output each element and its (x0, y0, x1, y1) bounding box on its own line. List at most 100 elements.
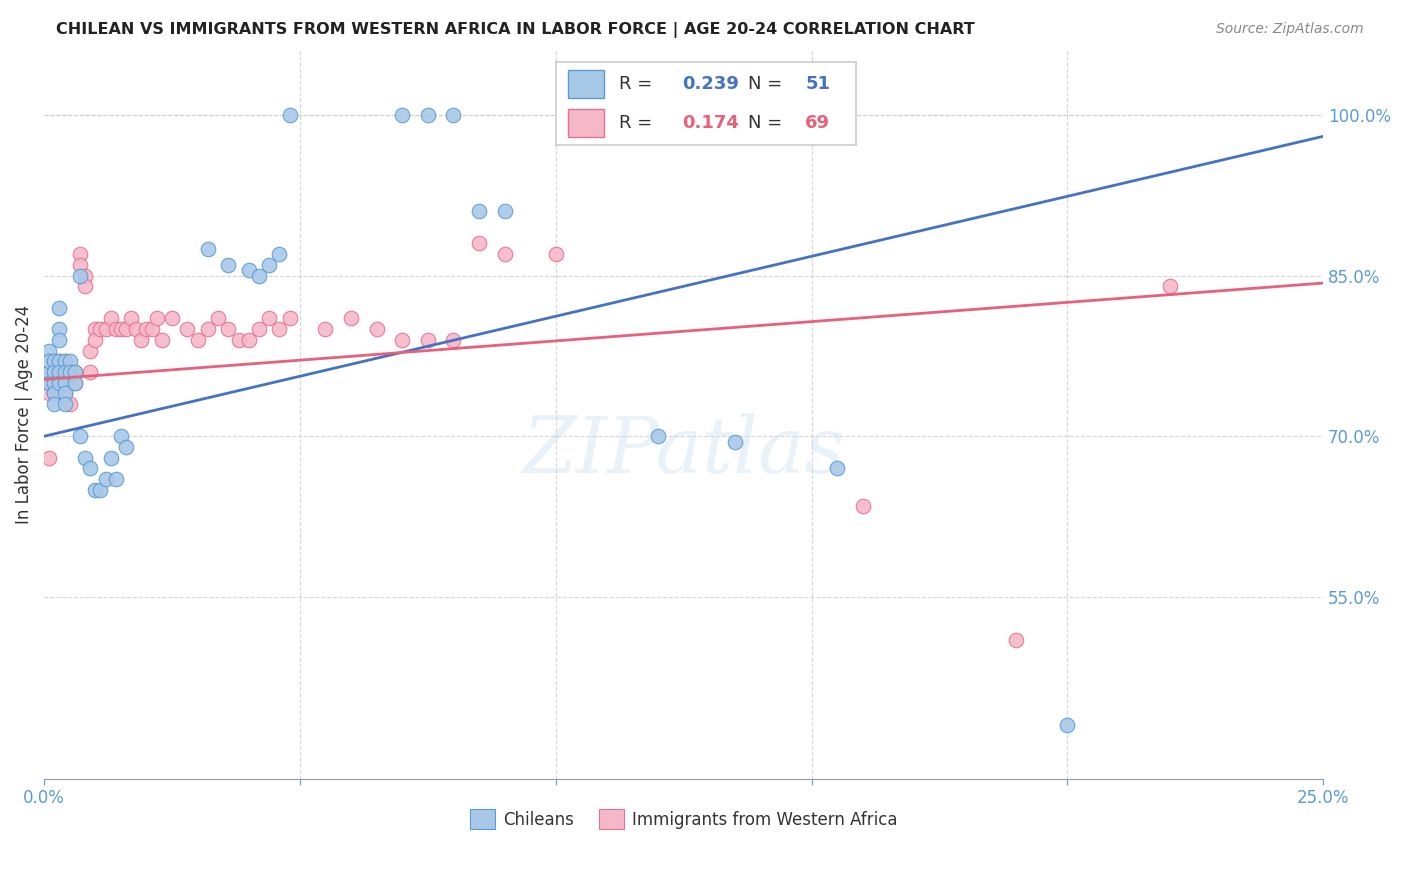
Point (48, 322, 70, 336)
Point (38, 354, 60, 368)
Point (100, 450, 122, 465)
Point (48, 386, 70, 401)
Point (38, 376, 60, 390)
Point (89, 322, 111, 336)
Point (257, 311, 280, 326)
Text: ZIPatlas: ZIPatlas (523, 413, 845, 490)
Point (84, 483, 107, 497)
Point (84, 333, 107, 347)
Point (48, 365, 70, 379)
Point (238, 263, 260, 277)
Point (38, 365, 60, 379)
Point (131, 333, 153, 347)
Point (104, 472, 127, 486)
Point (53, 365, 76, 379)
Point (366, 322, 388, 336)
Point (48, 354, 70, 368)
Point (59, 365, 82, 379)
Point (217, 258, 239, 272)
Point (44, 386, 66, 401)
Point (48, 333, 70, 347)
Point (1005, 632, 1028, 647)
Point (544, 247, 567, 261)
Legend: Chileans, Immigrants from Western Africa: Chileans, Immigrants from Western Africa (463, 803, 904, 836)
Point (48, 376, 70, 390)
Point (69, 268, 91, 283)
Point (278, 108, 301, 122)
Point (53, 376, 76, 390)
Point (79, 343, 101, 358)
Point (1159, 279, 1181, 293)
Point (104, 322, 127, 336)
Point (48, 301, 70, 315)
Point (53, 354, 76, 368)
Point (48, 365, 70, 379)
Text: Source: ZipAtlas.com: Source: ZipAtlas.com (1216, 22, 1364, 37)
Point (69, 247, 91, 261)
Point (59, 397, 82, 411)
Point (44, 376, 66, 390)
Point (53, 365, 76, 379)
Point (53, 376, 76, 390)
Point (69, 429, 91, 443)
Point (110, 429, 132, 443)
Point (494, 247, 516, 261)
Point (94, 322, 117, 336)
Point (63, 365, 86, 379)
Point (44, 354, 66, 368)
Point (852, 499, 875, 513)
Point (176, 322, 198, 336)
Point (468, 204, 491, 219)
Point (115, 322, 138, 336)
Point (724, 434, 747, 449)
Point (257, 258, 280, 272)
Point (38, 365, 60, 379)
Point (53, 386, 76, 401)
Point (278, 311, 301, 326)
Point (207, 311, 229, 326)
Point (145, 311, 167, 326)
Point (340, 311, 363, 326)
Point (48, 354, 70, 368)
Point (38, 386, 60, 401)
Point (48, 376, 70, 390)
Point (315, 322, 337, 336)
Point (141, 322, 163, 336)
Point (228, 333, 250, 347)
Point (38, 376, 60, 390)
Point (247, 268, 270, 283)
Point (269, 322, 291, 336)
Point (125, 322, 148, 336)
Point (468, 236, 491, 251)
Point (48, 365, 70, 379)
Point (197, 322, 219, 336)
Point (441, 108, 464, 122)
Point (110, 322, 132, 336)
Point (247, 322, 270, 336)
Point (44, 365, 66, 379)
Point (120, 311, 142, 326)
Point (53, 354, 76, 368)
Point (269, 247, 291, 261)
Point (115, 440, 138, 454)
Point (94, 472, 117, 486)
Point (160, 311, 183, 326)
Point (416, 108, 439, 122)
Point (79, 461, 101, 475)
Point (84, 322, 107, 336)
Point (63, 376, 86, 390)
Point (187, 333, 209, 347)
Point (38, 365, 60, 379)
Text: CHILEAN VS IMMIGRANTS FROM WESTERN AFRICA IN LABOR FORCE | AGE 20-24 CORRELATION: CHILEAN VS IMMIGRANTS FROM WESTERN AFRIC… (56, 22, 974, 38)
Point (69, 258, 91, 272)
Point (441, 333, 464, 347)
Point (53, 397, 76, 411)
Point (53, 386, 76, 401)
Point (59, 365, 82, 379)
Point (1056, 718, 1078, 732)
Point (391, 108, 413, 122)
Point (494, 204, 516, 219)
Point (416, 333, 439, 347)
Point (63, 376, 86, 390)
Point (44, 376, 66, 390)
